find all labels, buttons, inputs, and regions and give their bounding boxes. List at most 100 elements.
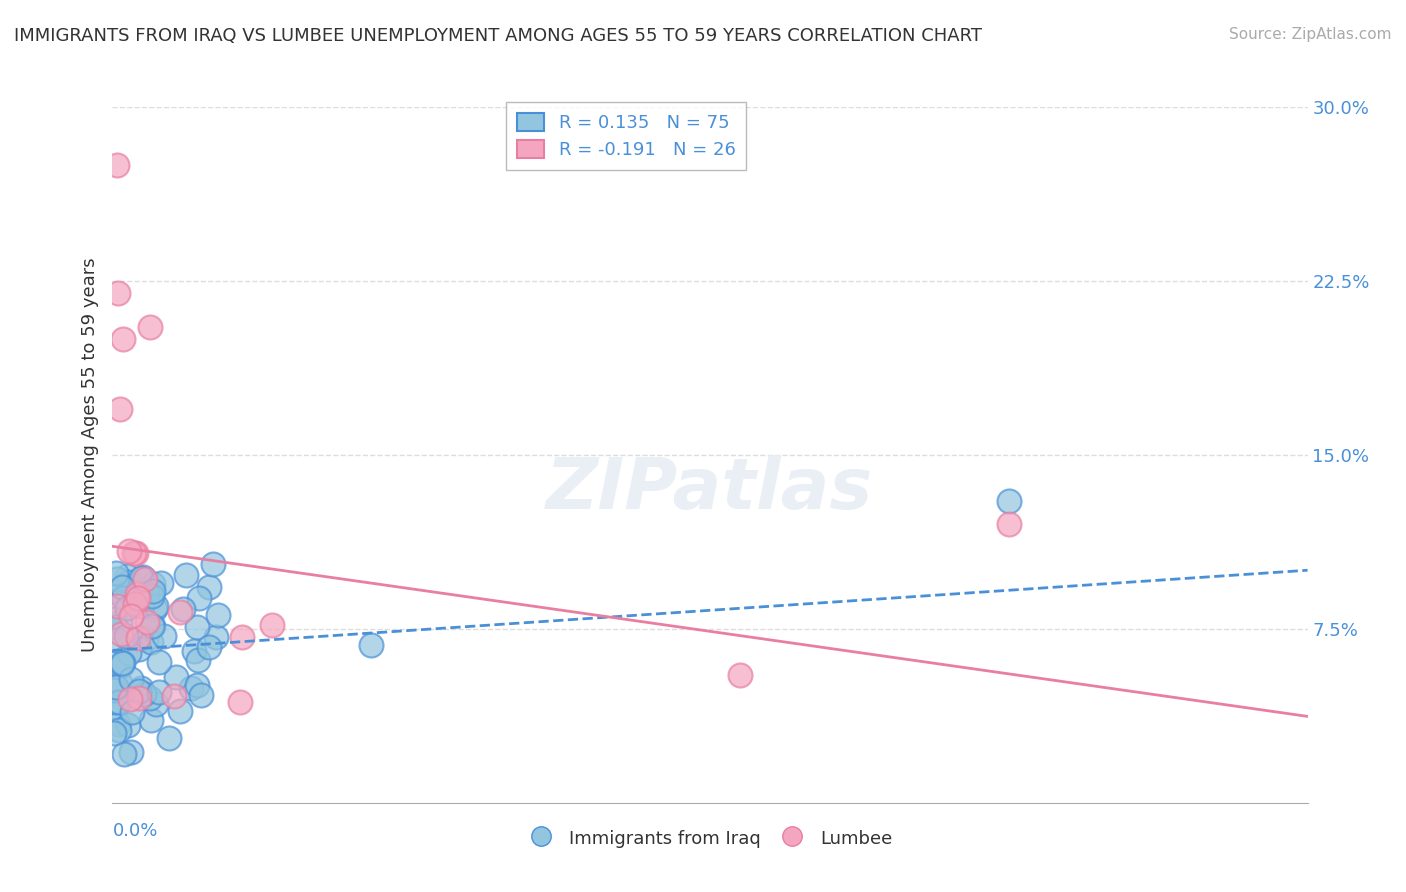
Immigrants from Iraq: [103, 656, 125, 670]
Lumbee: [134, 572, 156, 586]
Immigrants from Iraq: [129, 681, 152, 696]
Lumbee: [124, 598, 146, 612]
Immigrants from Iraq: [121, 705, 143, 719]
Immigrants from Iraq: [105, 695, 128, 709]
Lumbee: [105, 158, 128, 172]
Lumbee: [260, 617, 283, 632]
Immigrants from Iraq: [108, 615, 131, 630]
Lumbee: [728, 668, 751, 682]
Immigrants from Iraq: [131, 599, 153, 614]
Immigrants from Iraq: [129, 571, 152, 585]
Immigrants from Iraq: [198, 640, 221, 654]
Lumbee: [135, 615, 157, 630]
Lumbee: [107, 285, 129, 300]
Immigrants from Iraq: [145, 599, 167, 613]
Immigrants from Iraq: [141, 589, 163, 603]
Immigrants from Iraq: [143, 602, 166, 616]
Immigrants from Iraq: [148, 684, 170, 698]
Lumbee: [127, 591, 149, 605]
Immigrants from Iraq: [117, 646, 139, 660]
Immigrants from Iraq: [180, 681, 202, 695]
Immigrants from Iraq: [139, 635, 162, 649]
Text: 0.0%: 0.0%: [112, 822, 157, 840]
Immigrants from Iraq: [111, 657, 134, 671]
Immigrants from Iraq: [115, 569, 138, 583]
Immigrants from Iraq: [172, 601, 194, 615]
Legend: Immigrants from Iraq, Lumbee: Immigrants from Iraq, Lumbee: [520, 820, 900, 856]
Lumbee: [125, 587, 148, 601]
Immigrants from Iraq: [187, 591, 209, 606]
Immigrants from Iraq: [998, 494, 1021, 508]
Immigrants from Iraq: [103, 612, 125, 626]
Immigrants from Iraq: [103, 583, 125, 598]
Lumbee: [110, 627, 132, 641]
Lumbee: [128, 691, 150, 706]
Lumbee: [228, 695, 250, 709]
Immigrants from Iraq: [115, 601, 138, 615]
Lumbee: [127, 631, 149, 645]
Immigrants from Iraq: [198, 580, 221, 594]
Text: IMMIGRANTS FROM IRAQ VS LUMBEE UNEMPLOYMENT AMONG AGES 55 TO 59 YEARS CORRELATIO: IMMIGRANTS FROM IRAQ VS LUMBEE UNEMPLOYM…: [14, 27, 981, 45]
Immigrants from Iraq: [105, 700, 128, 714]
Immigrants from Iraq: [132, 570, 155, 584]
Immigrants from Iraq: [186, 678, 208, 692]
Lumbee: [111, 332, 134, 346]
Immigrants from Iraq: [103, 682, 125, 697]
Immigrants from Iraq: [117, 718, 139, 732]
Lumbee: [231, 630, 253, 644]
Immigrants from Iraq: [141, 619, 163, 633]
Immigrants from Iraq: [207, 607, 229, 622]
Immigrants from Iraq: [142, 619, 165, 633]
Immigrants from Iraq: [111, 591, 134, 606]
Immigrants from Iraq: [108, 695, 131, 709]
Lumbee: [998, 517, 1021, 532]
Immigrants from Iraq: [117, 574, 139, 589]
Immigrants from Iraq: [174, 567, 197, 582]
Immigrants from Iraq: [141, 713, 163, 727]
Immigrants from Iraq: [105, 680, 128, 694]
Immigrants from Iraq: [108, 723, 131, 738]
Immigrants from Iraq: [135, 632, 157, 647]
Immigrants from Iraq: [132, 687, 155, 701]
Immigrants from Iraq: [204, 630, 226, 644]
Lumbee: [139, 320, 162, 334]
Immigrants from Iraq: [110, 657, 132, 671]
Immigrants from Iraq: [142, 577, 165, 591]
Immigrants from Iraq: [104, 566, 127, 580]
Immigrants from Iraq: [145, 698, 167, 712]
Immigrants from Iraq: [128, 642, 150, 657]
Immigrants from Iraq: [105, 573, 128, 587]
Immigrants from Iraq: [183, 643, 205, 657]
Text: ZIPatlas: ZIPatlas: [547, 455, 873, 524]
Immigrants from Iraq: [105, 620, 128, 634]
Immigrants from Iraq: [187, 653, 209, 667]
Immigrants from Iraq: [105, 633, 128, 648]
Immigrants from Iraq: [112, 747, 135, 761]
Immigrants from Iraq: [120, 745, 142, 759]
Immigrants from Iraq: [139, 690, 162, 705]
Immigrants from Iraq: [186, 620, 208, 634]
Immigrants from Iraq: [107, 716, 129, 731]
Immigrants from Iraq: [202, 558, 225, 572]
Lumbee: [105, 599, 128, 613]
Lumbee: [120, 692, 142, 706]
Immigrants from Iraq: [190, 688, 212, 702]
Lumbee: [120, 608, 142, 623]
Immigrants from Iraq: [360, 638, 382, 652]
Y-axis label: Unemployment Among Ages 55 to 59 years: Unemployment Among Ages 55 to 59 years: [80, 258, 98, 652]
Lumbee: [169, 605, 191, 619]
Immigrants from Iraq: [165, 670, 187, 684]
Immigrants from Iraq: [111, 658, 134, 673]
Lumbee: [118, 544, 141, 558]
Immigrants from Iraq: [141, 584, 163, 599]
Immigrants from Iraq: [114, 630, 136, 644]
Immigrants from Iraq: [136, 587, 159, 601]
Immigrants from Iraq: [111, 580, 134, 594]
Immigrants from Iraq: [152, 629, 174, 643]
Immigrants from Iraq: [120, 672, 142, 686]
Immigrants from Iraq: [128, 683, 150, 698]
Text: Source: ZipAtlas.com: Source: ZipAtlas.com: [1229, 27, 1392, 42]
Lumbee: [124, 546, 146, 560]
Immigrants from Iraq: [169, 704, 191, 718]
Immigrants from Iraq: [103, 725, 125, 739]
